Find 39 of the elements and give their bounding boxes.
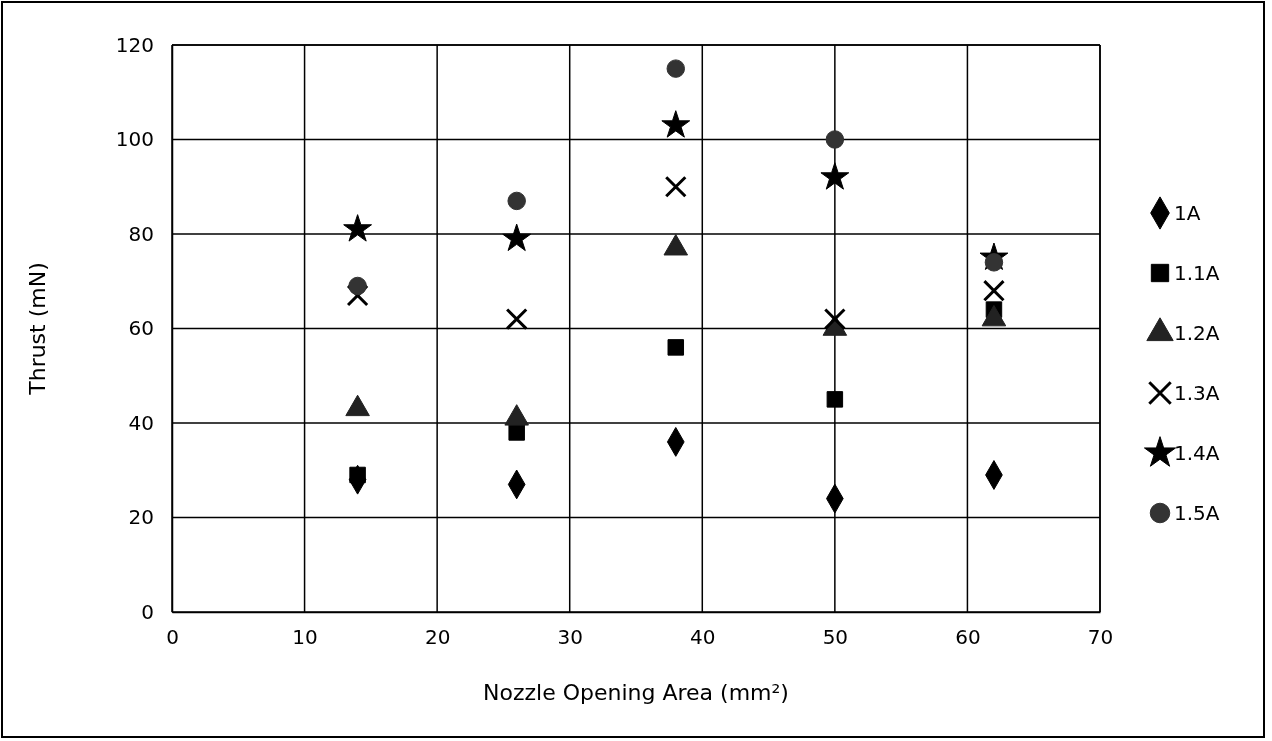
point: [820, 162, 850, 190]
x-tick-label: 60: [955, 625, 981, 650]
point: [508, 424, 525, 441]
legend-label: 1.5A: [1174, 501, 1220, 525]
point: [346, 284, 369, 307]
y-tick-label: 100: [115, 127, 154, 152]
x-tick-label: 20: [424, 625, 451, 650]
point: [666, 59, 686, 78]
legend-label: 1.2A: [1174, 321, 1220, 345]
legend-label: 1.4A: [1174, 441, 1220, 465]
legend-label: 1.1A: [1174, 261, 1220, 285]
y-axis-title: Thrust (mN): [25, 262, 50, 396]
point: [661, 110, 691, 138]
x-tick-label: 0: [166, 625, 179, 650]
x-axis-title: Nozzle Opening Area (mm²): [483, 680, 789, 705]
point: [664, 175, 687, 198]
point: [507, 191, 526, 211]
point: [343, 214, 373, 242]
y-tick-label: 80: [128, 221, 154, 246]
point: [505, 308, 528, 331]
legend-label: 1.3A: [1174, 381, 1220, 405]
y-tick-label: 40: [128, 410, 154, 435]
y-tick-label: 20: [128, 505, 154, 530]
point: [825, 130, 845, 149]
y-tick-label: 0: [141, 599, 154, 624]
x-tick-label: 40: [690, 625, 716, 650]
point: [826, 391, 844, 408]
y-tick-label: 120: [115, 32, 154, 57]
x-tick-label: 30: [557, 625, 583, 650]
x-tick-label: 10: [292, 625, 318, 650]
legend-label: 1A: [1174, 201, 1201, 225]
point: [348, 276, 367, 296]
point: [982, 279, 1005, 302]
point: [823, 308, 846, 331]
point: [502, 223, 532, 252]
y-tick-label: 60: [128, 316, 154, 341]
point: [667, 339, 685, 356]
x-tick-label: 70: [1087, 625, 1114, 650]
x-tick-label: 50: [822, 625, 849, 650]
